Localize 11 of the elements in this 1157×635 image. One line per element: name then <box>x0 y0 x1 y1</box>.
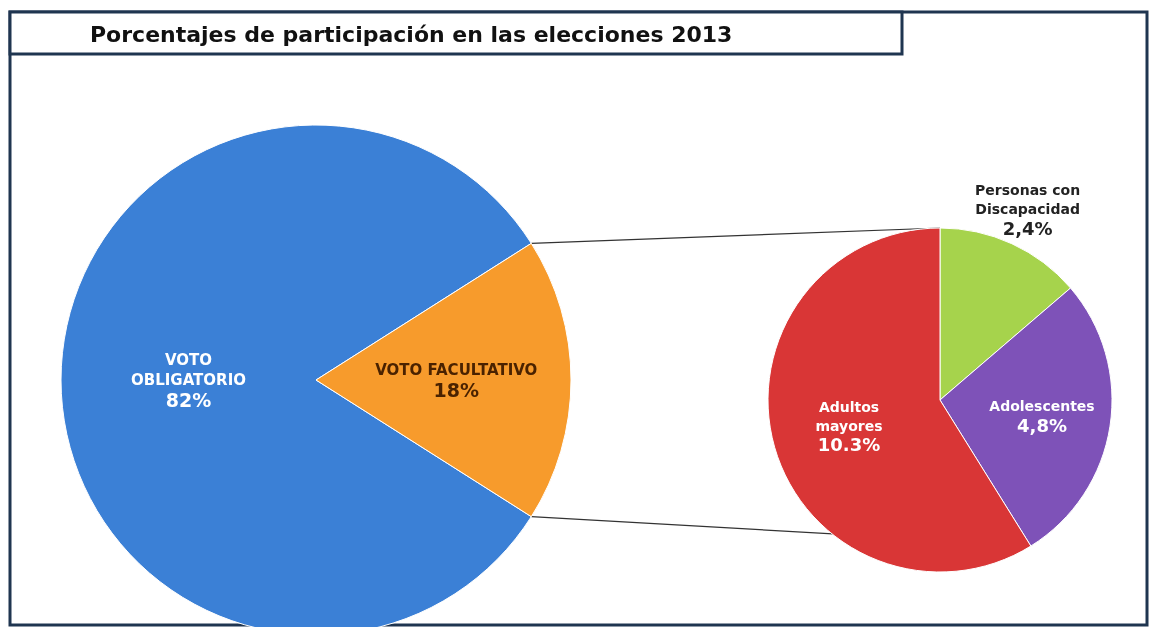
slice-label: Adultos mayores <box>815 399 883 434</box>
data-label: 2,4% <box>1002 217 1053 239</box>
slice-label: VOTO OBLIGATORIO <box>131 350 246 389</box>
data-label: 18% <box>433 379 479 402</box>
slice-label: VOTO FACULTATIVO <box>375 360 538 379</box>
slice-label: Personas con Discapacidad <box>975 182 1081 218</box>
data-label: 82% <box>165 389 212 412</box>
slice-label: Adolescentes <box>989 398 1095 415</box>
data-label: 4,8% <box>1017 414 1067 436</box>
data-label: 10.3% <box>817 434 881 456</box>
chart-title: Porcentajes de participación en las elecciones 2013 <box>90 21 733 47</box>
